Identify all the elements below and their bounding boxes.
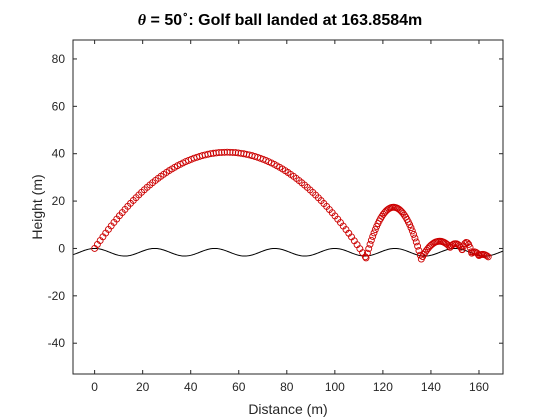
chart-title: θ = 50∘: Golf ball landed at 163.8584m xyxy=(138,10,422,29)
x-tick-label: 120 xyxy=(373,380,393,394)
trajectory-point xyxy=(415,247,423,254)
x-axis-label: Distance (m) xyxy=(248,401,327,417)
trajectory-point xyxy=(366,240,374,248)
trajectory-point xyxy=(461,240,469,247)
y-tick-label: 80 xyxy=(52,52,66,66)
trajectory-point xyxy=(361,253,369,261)
x-tick-label: 20 xyxy=(136,380,150,394)
y-tick-label: 0 xyxy=(58,241,65,255)
trajectory-point xyxy=(223,148,231,156)
trajectory-point xyxy=(369,233,377,240)
title-theta: θ xyxy=(138,12,147,29)
trajectory-point xyxy=(370,229,378,237)
y-tick-label: 60 xyxy=(52,99,66,113)
trajectory-point xyxy=(226,148,234,156)
title-rest: : Golf ball landed at 163.8584m xyxy=(188,12,422,29)
trajectory-point xyxy=(411,234,419,242)
trajectory-point xyxy=(371,226,379,233)
x-tick-label: 100 xyxy=(325,380,345,394)
x-tick-label: 80 xyxy=(280,380,294,394)
trajectory-point xyxy=(221,148,228,156)
trajectory-point xyxy=(444,241,452,249)
x-tick-label: 0 xyxy=(91,380,98,394)
trajectory-point xyxy=(414,242,422,250)
y-tick-label: -40 xyxy=(48,336,66,350)
plot-area xyxy=(73,40,503,374)
trajectory-point xyxy=(483,252,491,260)
y-axis-label: Height (m) xyxy=(29,174,45,239)
trajectory-point xyxy=(362,254,370,262)
trajectory-point xyxy=(218,148,226,156)
trajectory-point xyxy=(412,238,420,246)
title-degree: ∘ xyxy=(182,10,188,21)
y-tick-label: 40 xyxy=(52,147,66,161)
trajectory-point xyxy=(363,249,371,257)
y-tick-label: -20 xyxy=(48,289,66,303)
trajectory-point xyxy=(407,224,415,232)
y-tick-labels: -40 -20 0 20 40 60 80 xyxy=(48,52,66,350)
trajectory-markers xyxy=(91,148,492,263)
trajectory-point xyxy=(215,149,223,157)
trajectory-point xyxy=(410,230,418,238)
x-tick-label: 40 xyxy=(184,380,198,394)
trajectory-point xyxy=(229,148,237,156)
title-equals-value: = 50 xyxy=(146,12,182,29)
x-tick-label: 60 xyxy=(232,380,246,394)
x-tick-label: 140 xyxy=(421,380,441,394)
x-tick-label: 160 xyxy=(469,380,489,394)
y-tick-label: 20 xyxy=(52,194,66,208)
trajectory-point xyxy=(365,245,373,253)
ground-profile-group xyxy=(72,247,504,257)
axes-frame xyxy=(72,39,504,375)
tick-marks xyxy=(73,40,503,374)
trajectory-point xyxy=(367,236,375,244)
x-tick-labels: 0 20 40 60 80 100 120 140 160 xyxy=(91,380,489,394)
trajectory-point xyxy=(408,227,416,235)
ground-line xyxy=(72,247,504,257)
trajectory-point xyxy=(458,246,466,254)
trajectory-point xyxy=(484,253,492,261)
